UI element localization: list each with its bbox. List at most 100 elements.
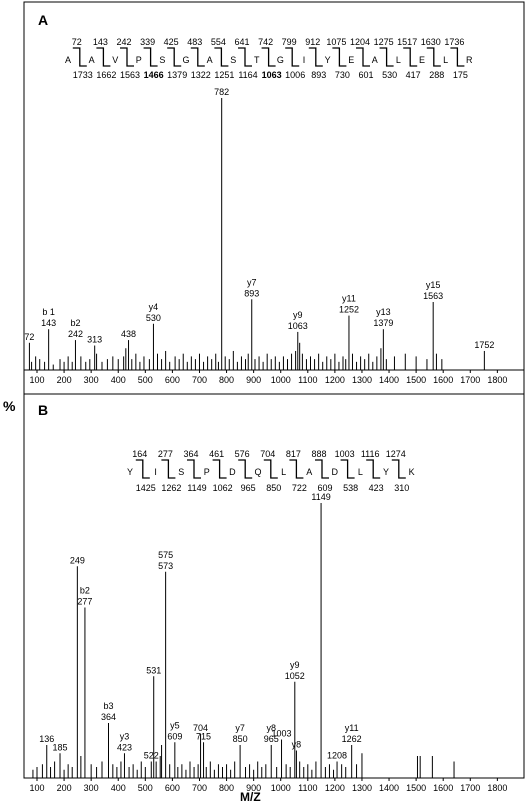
y-ion-mass: 609 — [317, 483, 332, 493]
y-ion-mass: 288 — [429, 70, 444, 80]
sequence-residue: R — [466, 55, 473, 65]
b-ion-mass: 742 — [258, 37, 273, 47]
b-ion-mass: 242 — [116, 37, 131, 47]
x-tick-label: 900 — [246, 783, 261, 793]
peak-mz-label: 143 — [41, 318, 56, 328]
peak-label: y4 — [149, 302, 159, 312]
x-tick-label: 1400 — [379, 375, 399, 385]
y-ion-mass: 1563 — [120, 70, 140, 80]
y-ion-mass: 417 — [406, 70, 421, 80]
sequence-residue: S — [159, 55, 165, 65]
x-tick-label: 1500 — [406, 375, 426, 385]
fragment-bracket — [120, 47, 134, 67]
fragment-bracket — [238, 459, 253, 479]
x-tick-label: 1200 — [325, 375, 345, 385]
peak-label: 1003 — [272, 729, 292, 739]
x-tick-label: 300 — [84, 783, 99, 793]
sequence-residue: Y — [383, 467, 389, 477]
y-ion-mass: 601 — [358, 70, 373, 80]
b-ion-mass: 461 — [209, 449, 224, 459]
peak-label: 438 — [121, 329, 136, 339]
b-ion-mass: 554 — [211, 37, 226, 47]
x-tick-label: 400 — [111, 783, 126, 793]
peak-mz-label: 242 — [68, 329, 83, 339]
x-tick-label: 800 — [219, 375, 234, 385]
b-ion-mass: 576 — [235, 449, 250, 459]
x-tick-label: 1800 — [487, 375, 507, 385]
peak-label: 715 — [196, 731, 211, 741]
peak-label: 136 — [39, 734, 54, 744]
sequence-residue: V — [112, 55, 118, 65]
peak-label: y8 — [292, 740, 302, 750]
peak-mz-label: 423 — [117, 742, 132, 752]
fragment-bracket — [308, 47, 323, 67]
peak-mz-label: 965 — [264, 734, 279, 744]
x-tick-label: 1800 — [487, 783, 507, 793]
spectrum-panel-a: A A A V P S G A S T G I Y E A L E L R 72 1733 143 1662 242 1563… — [23, 1, 525, 395]
peak-label: 575 — [158, 550, 173, 560]
b-ion-mass: 1274 — [386, 449, 406, 459]
x-tick-label: 1200 — [325, 783, 345, 793]
y-ion-mass: 1262 — [161, 483, 181, 493]
y-ion-mass: 722 — [292, 483, 307, 493]
b-ion-mass: 817 — [286, 449, 301, 459]
fragment-bracket — [190, 47, 205, 67]
peak-mz-label: 364 — [101, 712, 116, 722]
peak-label: y11 — [342, 294, 356, 304]
x-tick-label: 300 — [84, 375, 99, 385]
peak-label: y7 — [235, 723, 245, 733]
x-tick-label: 1600 — [433, 783, 453, 793]
peak-mz-label: 1052 — [285, 671, 305, 681]
peak-label: 1208 — [327, 751, 347, 761]
y-ion-mass: 893 — [311, 70, 326, 80]
percent-label: % — [3, 398, 16, 414]
peak-mz-label: 1379 — [373, 318, 393, 328]
b-ion-mass: 1116 — [361, 449, 380, 459]
sequence-residue: S — [230, 55, 236, 65]
b-ion-mass: 912 — [305, 37, 320, 47]
y-ion-mass: 530 — [382, 70, 397, 80]
x-tick-label: 1500 — [406, 783, 426, 793]
fragment-bracket — [161, 459, 176, 479]
x-tick-label: 600 — [165, 375, 180, 385]
fragment-bracket — [332, 47, 347, 67]
sequence-residue: L — [358, 467, 363, 477]
y-ion-mass: 1251 — [214, 70, 234, 80]
peak-mz-label: 1252 — [339, 305, 359, 315]
sequence-residue: I — [303, 55, 306, 65]
peak-label: 782 — [214, 87, 229, 97]
peak-label: 72 — [24, 332, 34, 342]
sequence-residue: L — [396, 55, 401, 65]
sequence-residue: A — [65, 55, 71, 65]
x-tick-label: 1400 — [379, 783, 399, 793]
peak-mz-label: 573 — [158, 561, 173, 571]
peak-label: 185 — [53, 742, 68, 752]
peak-label: y5 — [170, 720, 180, 730]
peak-label: b2 — [70, 318, 80, 328]
y-ion-mass: 175 — [453, 70, 468, 80]
b-ion-mass: 1075 — [326, 37, 346, 47]
b-ion-mass: 1275 — [374, 37, 394, 47]
b-ion-mass: 799 — [282, 37, 297, 47]
peak-mz-label: 277 — [77, 597, 92, 607]
x-tick-label: 1600 — [433, 375, 453, 385]
peak-label: y11 — [345, 723, 359, 733]
y-ion-mass: 1063 — [262, 70, 282, 80]
peak-mz-label: 1262 — [342, 734, 362, 744]
b-ion-mass: 164 — [132, 449, 147, 459]
y-ion-mass: 850 — [266, 483, 281, 493]
fragment-bracket — [96, 47, 111, 67]
peak-label: 704 — [193, 723, 208, 733]
peak-mz-label: 530 — [146, 313, 161, 323]
sequence-residue: A — [207, 55, 213, 65]
x-tick-label: 1700 — [460, 375, 480, 385]
y-ion-mass: 1379 — [167, 70, 187, 80]
sequence-residue: K — [409, 467, 415, 477]
b-ion-mass: 143 — [93, 37, 108, 47]
fragment-bracket — [403, 47, 418, 67]
sequence-residue: L — [281, 467, 286, 477]
sequence-residue: L — [443, 55, 448, 65]
sequence-residue: G — [182, 55, 189, 65]
panel-a-label: A — [38, 12, 48, 28]
